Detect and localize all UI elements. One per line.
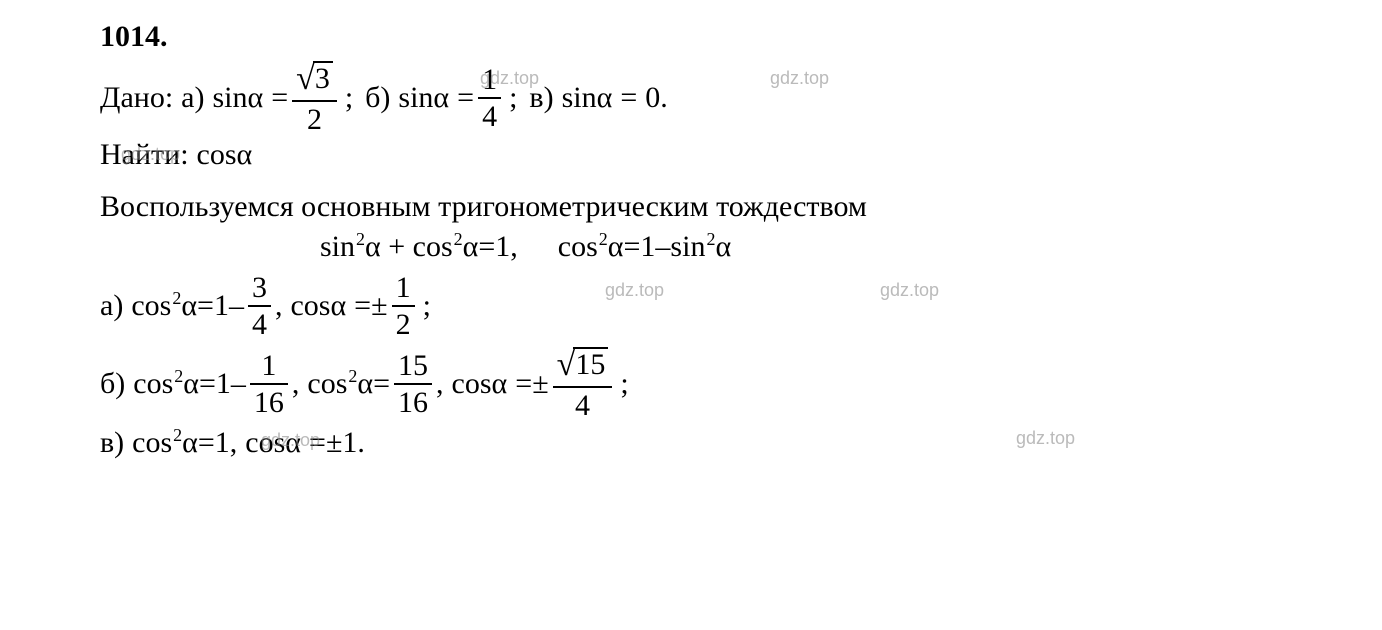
fraction: 1 2 [392,272,415,341]
semicolon: ; [423,289,431,323]
dot: . [660,81,668,115]
t: α=1–sin [608,230,706,263]
part-a-label: а) [181,81,204,115]
part-b-label: б) [365,81,390,115]
solution-a: а) cos2α=1– 3 4 , cosα = ± 1 2 ; [100,270,1382,342]
find-value: cosα [197,138,253,172]
denominator: 2 [303,104,326,136]
fraction: 15 16 [394,350,432,419]
radicand: 3 [313,61,333,95]
equals: = [309,426,326,460]
t: cos [307,367,347,400]
denominator: 4 [248,309,271,341]
sqrt-3: √ 3 [296,61,333,95]
radicand: 15 [573,347,608,381]
solution-b: б) cos2α=1– 1 16 , cos2α= 15 16 , cosα =… [100,348,1382,420]
fraction: √ 15 4 [553,347,613,421]
plus-minus: ± [371,289,387,323]
t: α=1– [181,289,244,322]
given-line: Дано: а) sinα = √ 3 2 ; б) sinα = 1 4 [100,62,1382,134]
fraction: 3 4 [248,272,271,341]
equals: = [620,81,637,115]
plus-minus: ± [532,367,548,401]
t: α + cos [365,230,453,263]
numerator: 3 [248,272,271,304]
t: cos [133,367,173,400]
cos2: cos2α= [307,367,390,401]
denominator: 16 [250,387,288,419]
cos-alpha: cosα [290,289,346,323]
t: α=1, [182,426,237,459]
problem-number: 1014. [100,20,1382,54]
sin-alpha: sinα [562,81,613,115]
t: α= [357,367,390,400]
t: α=1– [183,367,246,400]
denominator: 4 [478,101,501,133]
cos2: cos2α=1– [131,289,244,323]
equals: = [457,81,474,115]
equals: = [354,289,371,323]
t: α [715,230,731,263]
identity-right: cos2α=1–sin2α [558,230,731,264]
denominator: 4 [571,390,594,422]
t: cos [558,230,598,263]
find-label: Найти: [100,138,189,172]
fraction-b: 1 4 [478,64,501,133]
part-c-label: в) [529,81,553,115]
part-c-label: в) [100,426,124,460]
given-label: Дано: [100,81,173,115]
t: α=1, [463,230,518,263]
denominator: 2 [392,309,415,341]
cos-alpha: cosα [452,367,508,401]
equals: = [515,367,532,401]
fraction-a: √ 3 2 [292,61,337,135]
denominator: 16 [394,387,432,419]
find-line: Найти: cosα [100,138,1382,172]
numerator: 1 [478,64,501,96]
t: sin [320,230,355,263]
math-solution-page: 1014. Дано: а) sinα = √ 3 2 ; б) sinα = … [0,0,1382,630]
t: cos [132,426,172,459]
method-line: Воспользуемся основным тригонометрически… [100,190,1382,224]
fraction: 1 16 [250,350,288,419]
result-c: 1. [342,426,365,460]
comma: , [275,289,283,323]
part-b-label: б) [100,367,125,401]
cos-alpha: cosα [245,426,301,460]
sqrt-15: √ 15 [557,347,609,381]
comma: , [436,367,444,401]
numerator: 1 [392,272,415,304]
semicolon: ; [345,81,353,115]
plus-minus: ± [326,426,342,460]
semicolon: ; [509,81,517,115]
method-text: Воспользуемся основным тригонометрически… [100,190,867,224]
comma: , [292,367,300,401]
cos2: cos2α=1, [132,426,237,460]
sin-alpha: sinα [212,81,263,115]
t: cos [131,289,171,322]
equals: = [271,81,288,115]
solution-c: в) cos2α=1, cosα = ± 1. [100,426,1382,460]
cos2: cos2α=1– [133,367,246,401]
numerator: 15 [394,350,432,382]
identity-left: sin2α + cos2α=1, [320,230,518,264]
numerator: 1 [257,350,280,382]
given-c-value: 0 [645,81,660,115]
identity-line: sin2α + cos2α=1, cos2α=1–sin2α [100,230,1382,264]
part-a-label: а) [100,289,123,323]
sin-alpha: sinα [398,81,449,115]
semicolon: ; [620,367,628,401]
